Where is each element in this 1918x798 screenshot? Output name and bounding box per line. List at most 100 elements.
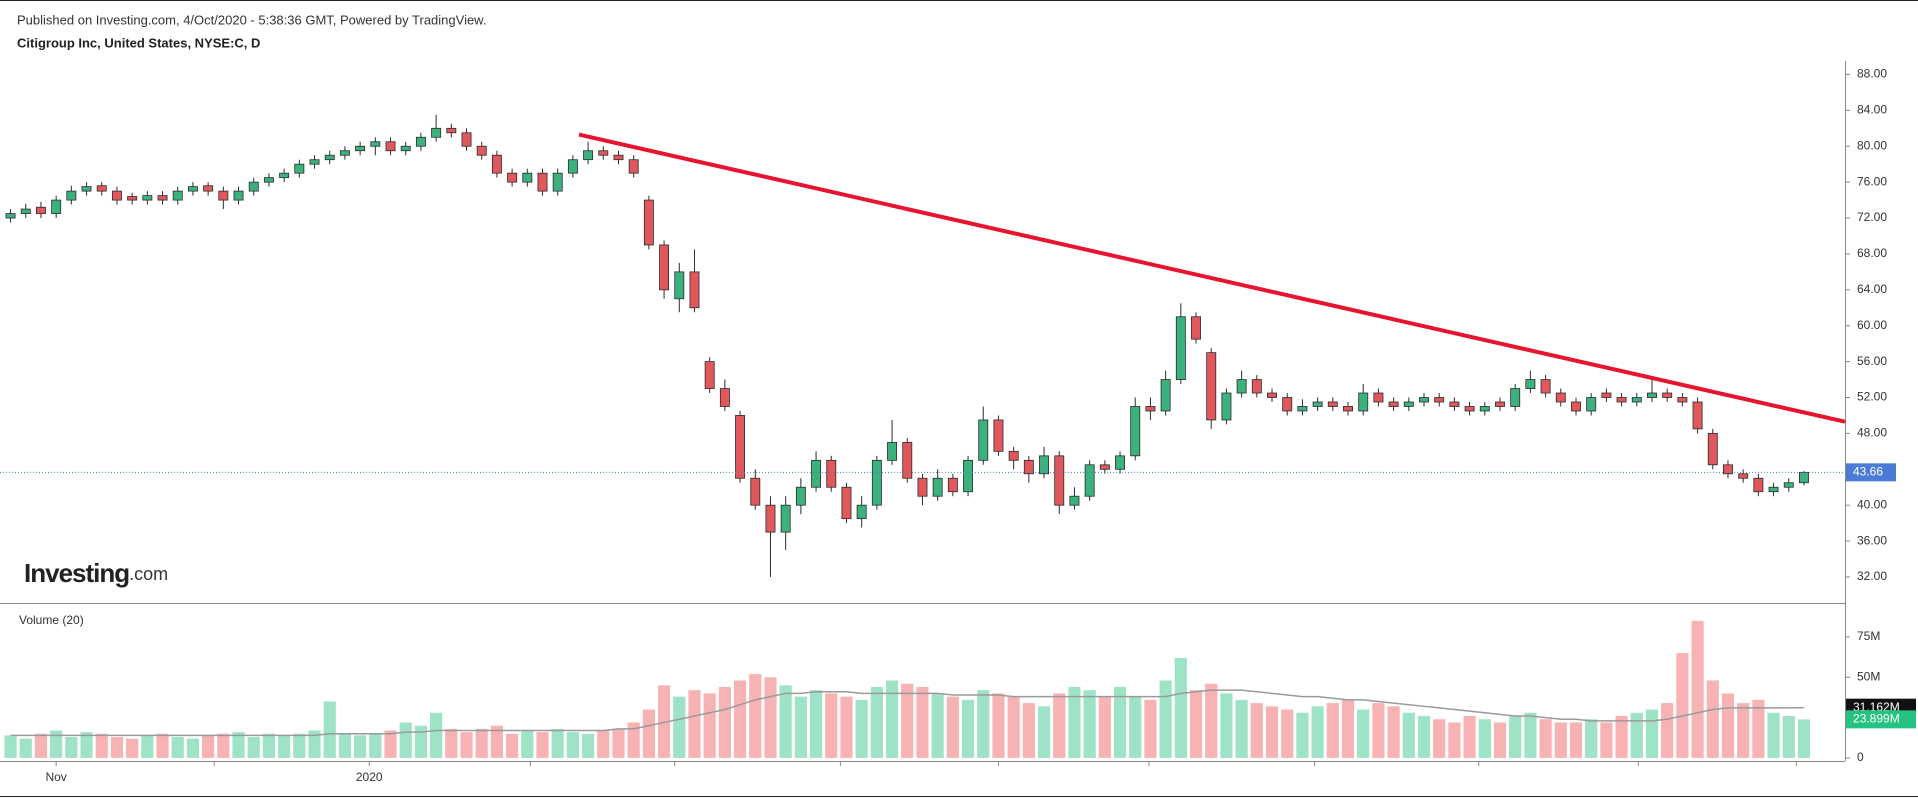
volume-bar — [1585, 719, 1598, 758]
candle-body — [643, 199, 654, 246]
volume-bar — [1326, 703, 1339, 758]
volume-bar — [369, 733, 382, 758]
candle-body — [537, 172, 548, 192]
candle-body — [1783, 482, 1794, 488]
y-tick-label: 40.00 — [1857, 497, 1887, 511]
x-tick-label: Nov — [45, 770, 66, 784]
volume-bar — [612, 728, 625, 758]
y-tick-label: 52.00 — [1857, 390, 1887, 404]
candle-body — [917, 477, 928, 497]
volume-bar — [1372, 703, 1385, 758]
candle-body — [309, 159, 320, 165]
volume-bar — [1797, 719, 1811, 758]
volume-bar — [658, 685, 671, 758]
candle-body — [871, 459, 882, 506]
volume-bar — [156, 733, 169, 758]
candle-body — [689, 271, 700, 309]
volume-bar — [536, 732, 549, 758]
volume-bar — [1265, 706, 1279, 758]
volume-bar — [1706, 680, 1719, 758]
candle-body — [1768, 486, 1779, 493]
candle-body — [1434, 397, 1445, 403]
y-tick-label: 48.00 — [1857, 426, 1887, 440]
volume-bar — [323, 701, 336, 758]
candle-body — [735, 415, 746, 479]
volume-bar — [977, 690, 990, 758]
volume-bar — [946, 696, 959, 758]
candle-body — [1327, 401, 1338, 407]
candle-body — [811, 459, 822, 488]
candle-body — [1495, 401, 1505, 407]
volume-bar — [992, 693, 1005, 758]
candle-body — [1008, 450, 1019, 461]
candle-body — [704, 361, 715, 389]
candle-body — [324, 154, 335, 161]
volume-bar — [430, 712, 443, 758]
volume-bar — [1311, 706, 1324, 758]
candle-body — [887, 441, 898, 461]
candle-body — [1297, 406, 1308, 412]
y-tick-label: 64.00 — [1857, 282, 1887, 296]
volume-bar — [703, 693, 716, 758]
volume-bar — [1296, 712, 1309, 758]
volume-bar — [475, 728, 488, 758]
candle-body — [567, 159, 578, 174]
volume-bar — [1448, 722, 1461, 758]
candle-body — [841, 486, 852, 520]
volume-bar — [80, 732, 93, 758]
y-tick-label: 68.00 — [1857, 246, 1887, 260]
candle-body — [1206, 352, 1217, 421]
candle-body — [248, 181, 259, 192]
volume-bar — [1524, 712, 1537, 758]
volume-bar — [19, 738, 32, 758]
volume-bar — [338, 733, 352, 758]
volume-bar — [1554, 722, 1567, 758]
candle-body — [1388, 401, 1399, 407]
volume-last-box — [1846, 710, 1916, 729]
candle-body — [1267, 392, 1277, 398]
candle-body — [583, 150, 594, 161]
volume-bar — [870, 686, 883, 758]
plot-layer: 32.0036.0040.0044.0048.0052.0056.0060.00… — [0, 67, 1916, 784]
volume-bar — [794, 696, 807, 758]
volume-bar — [718, 686, 731, 758]
candle-body — [476, 145, 487, 156]
candle-body — [522, 172, 533, 183]
published-note: Published on Investing.com, 4/Oct/2020 -… — [17, 12, 486, 27]
volume-bar — [521, 730, 534, 758]
candle-body — [279, 172, 290, 179]
last-price-box — [1846, 463, 1896, 482]
candle-body — [552, 172, 563, 192]
candle-body — [111, 190, 122, 201]
candle-body — [613, 154, 624, 161]
volume-y-tick-label: 75M — [1857, 629, 1880, 643]
candle-body — [780, 504, 791, 533]
volume-bar — [1341, 699, 1355, 758]
candle-body — [507, 172, 518, 183]
volume-bar — [566, 732, 579, 758]
candle-body — [157, 195, 168, 201]
candle-body — [1616, 397, 1627, 403]
volume-bar — [445, 728, 458, 758]
candle-body — [1738, 473, 1749, 479]
candle-body — [1449, 401, 1460, 407]
volume-bar — [1509, 715, 1522, 758]
volume-bar — [1737, 703, 1750, 758]
volume-bar — [1630, 712, 1643, 758]
volume-bar — [126, 738, 139, 758]
y-tick-label: 76.00 — [1857, 174, 1887, 188]
volume-bar — [1569, 722, 1583, 758]
y-tick-label: 32.00 — [1857, 569, 1887, 583]
candle-body — [96, 185, 107, 192]
volume-bar — [1174, 657, 1187, 758]
candle-body — [1723, 464, 1733, 475]
candle-body — [659, 244, 670, 291]
volume-bar — [764, 677, 777, 758]
volume-bar — [1493, 722, 1507, 758]
candle-body — [963, 459, 974, 493]
volume-bar — [809, 690, 823, 758]
candle-body — [1160, 379, 1171, 412]
candle-body — [1692, 401, 1703, 430]
